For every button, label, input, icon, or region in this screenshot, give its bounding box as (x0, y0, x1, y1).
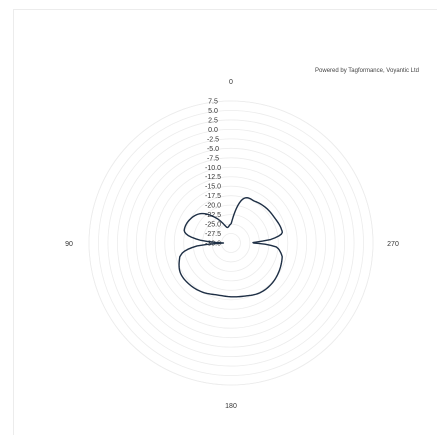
grid-circle-outer (88, 100, 374, 386)
grid-circle-14 (98, 110, 364, 376)
grid-circle-6 (173, 185, 289, 301)
radial-tick-label-7: -12.5 (205, 174, 221, 181)
polar-grid (88, 100, 374, 386)
series-group (178, 197, 283, 298)
radial-tick-label-11: -2.5 (207, 136, 219, 143)
radial-tick-label-12: 0.0 (208, 127, 218, 134)
grid-circle-12 (117, 128, 345, 357)
angle-label-0: 0 (229, 79, 233, 86)
radial-tick-label-1: -27.5 (205, 231, 221, 238)
radial-tick-label-14: 5.0 (208, 108, 218, 115)
grid-circle-5 (183, 195, 279, 291)
angle-label-270: 270 (387, 241, 399, 248)
grid-circle-11 (126, 138, 336, 348)
series-line-0 (178, 197, 283, 298)
grid-circle-15 (88, 100, 374, 386)
angle-label-180: 180 (225, 403, 237, 410)
grid-circle-9 (145, 157, 317, 329)
grid-circle-10 (135, 147, 327, 339)
grid-circle-7 (164, 176, 298, 310)
radial-tick-label-10: -5.0 (207, 146, 219, 153)
angle-label-90: 90 (65, 241, 73, 248)
radial-tick-label-15: 7.5 (208, 99, 218, 106)
radial-tick-label-5: -17.5 (205, 193, 221, 200)
grid-circle-4 (192, 204, 270, 282)
radial-tick-label-4: -20.0 (205, 203, 221, 210)
radial-tick-label-3: -22.5 (205, 212, 221, 219)
grid-circle-8 (154, 166, 308, 320)
radial-tick-label-6: -15.0 (205, 184, 221, 191)
radial-tick-label-13: 2.5 (208, 117, 218, 124)
chart-frame (13, 9, 437, 435)
grid-circle-13 (107, 119, 355, 367)
grid-circle-1 (221, 233, 241, 253)
radial-tick-label-2: -25.0 (205, 222, 221, 229)
credit-text: Powered by Tagformance, Voyantic Ltd (315, 68, 419, 74)
radial-tick-label-8: -10.0 (205, 165, 221, 172)
radial-tick-label-9: -7.5 (207, 155, 219, 162)
angle-labels: 0 90 180 270 (65, 79, 399, 410)
